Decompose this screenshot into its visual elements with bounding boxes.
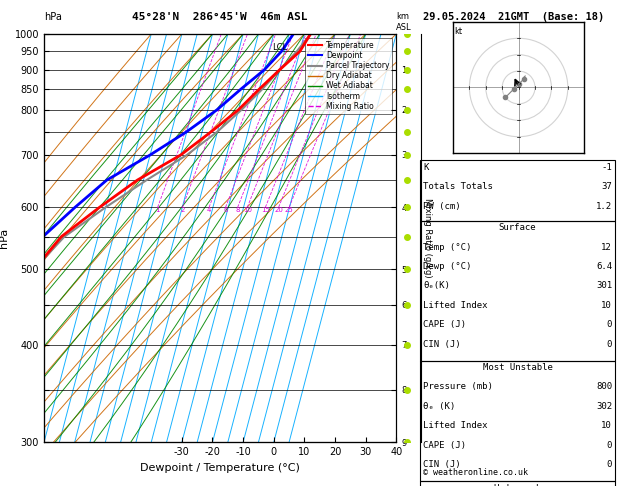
Text: 0: 0 [606, 320, 612, 330]
Text: 29.05.2024  21GMT  (Base: 18): 29.05.2024 21GMT (Base: 18) [423, 12, 604, 22]
Text: θₑ (K): θₑ (K) [423, 402, 455, 411]
Text: 0: 0 [606, 460, 612, 469]
Text: Lifted Index: Lifted Index [423, 301, 488, 310]
Text: Hodograph: Hodograph [494, 484, 542, 486]
Legend: Temperature, Dewpoint, Parcel Trajectory, Dry Adiabat, Wet Adiabat, Isotherm, Mi: Temperature, Dewpoint, Parcel Trajectory… [305, 38, 392, 114]
Text: CIN (J): CIN (J) [423, 460, 461, 469]
Text: 15: 15 [261, 207, 270, 213]
Text: 10: 10 [601, 301, 612, 310]
Text: 301: 301 [596, 281, 612, 291]
Text: 37: 37 [601, 182, 612, 191]
Text: 800: 800 [596, 382, 612, 392]
Text: 0: 0 [606, 441, 612, 450]
Text: 6.4: 6.4 [596, 262, 612, 271]
Text: PW (cm): PW (cm) [423, 202, 461, 211]
Text: Surface: Surface [499, 223, 537, 232]
Text: hPa: hPa [44, 12, 62, 22]
Text: 25: 25 [285, 207, 294, 213]
Text: 20: 20 [274, 207, 283, 213]
X-axis label: Dewpoint / Temperature (°C): Dewpoint / Temperature (°C) [140, 463, 300, 473]
Text: Lifted Index: Lifted Index [423, 421, 488, 431]
Y-axis label: Mixing Ratio (g/kg): Mixing Ratio (g/kg) [423, 198, 432, 278]
Text: CAPE (J): CAPE (J) [423, 441, 466, 450]
Text: 10: 10 [601, 421, 612, 431]
Text: Dewp (°C): Dewp (°C) [423, 262, 472, 271]
Text: kt: kt [455, 27, 463, 36]
Text: 8: 8 [235, 207, 240, 213]
Text: km
ASL: km ASL [396, 12, 412, 32]
Text: LCL: LCL [272, 43, 287, 52]
Text: Temp (°C): Temp (°C) [423, 243, 472, 252]
Text: 1: 1 [155, 207, 160, 213]
Text: 10: 10 [243, 207, 252, 213]
Text: K: K [423, 163, 429, 172]
Text: 1.2: 1.2 [596, 202, 612, 211]
Text: CAPE (J): CAPE (J) [423, 320, 466, 330]
Text: Pressure (mb): Pressure (mb) [423, 382, 493, 392]
Text: 302: 302 [596, 402, 612, 411]
Text: CIN (J): CIN (J) [423, 340, 461, 349]
Text: © weatheronline.co.uk: © weatheronline.co.uk [423, 468, 528, 477]
Text: 0: 0 [606, 340, 612, 349]
Text: θₑ(K): θₑ(K) [423, 281, 450, 291]
Text: Most Unstable: Most Unstable [482, 363, 553, 372]
Text: -1: -1 [601, 163, 612, 172]
Text: 45°28'N  286°45'W  46m ASL: 45°28'N 286°45'W 46m ASL [132, 12, 308, 22]
Text: 6: 6 [223, 207, 228, 213]
Text: 2: 2 [181, 207, 185, 213]
Y-axis label: hPa: hPa [0, 228, 9, 248]
Text: 4: 4 [207, 207, 211, 213]
Text: 12: 12 [601, 243, 612, 252]
Text: Totals Totals: Totals Totals [423, 182, 493, 191]
